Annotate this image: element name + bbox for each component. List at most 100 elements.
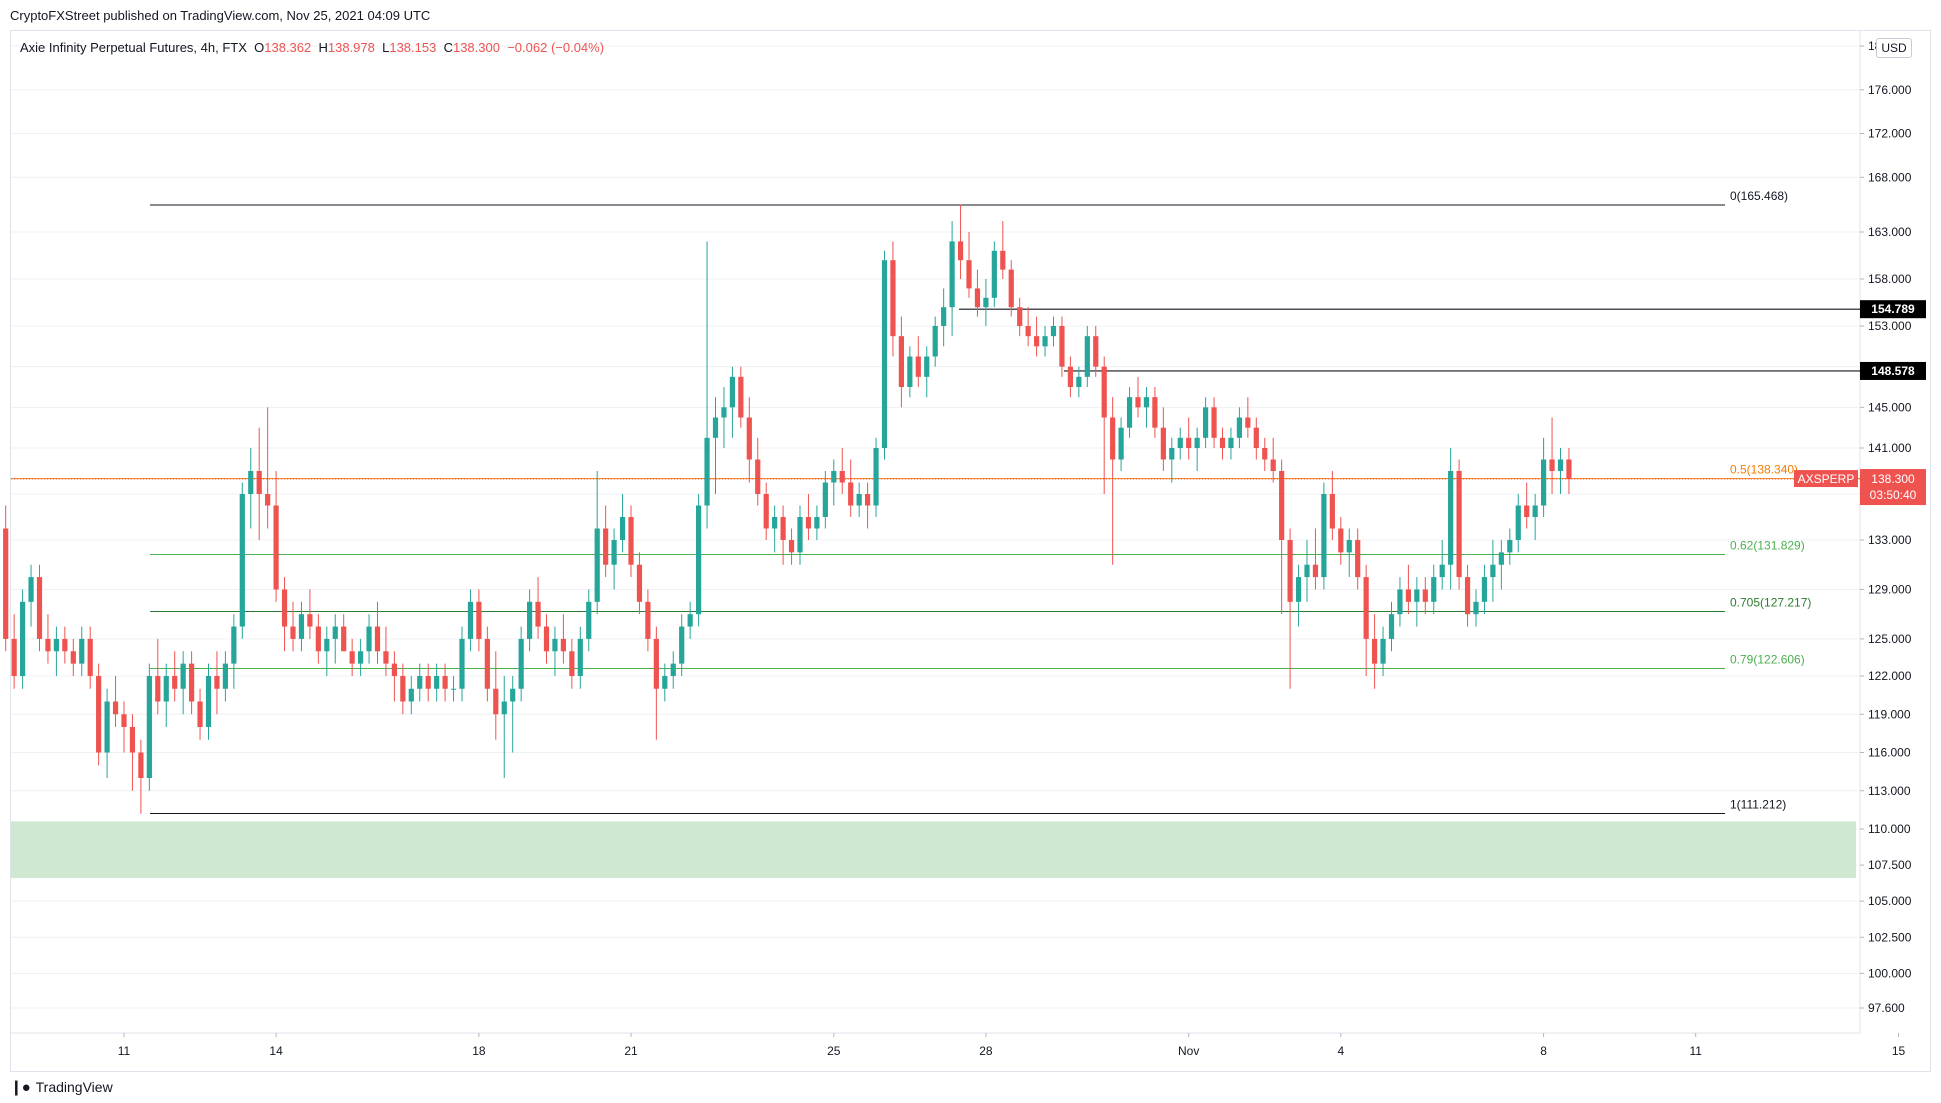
candle-body [704, 437, 710, 506]
candle-body [586, 601, 592, 639]
candle-body [1439, 564, 1445, 578]
candle-body [1084, 336, 1090, 377]
candle-body [839, 471, 845, 483]
candle-body [425, 676, 431, 689]
candle-body [814, 517, 820, 529]
candle-body [746, 417, 752, 460]
candle-body [1498, 552, 1504, 565]
candle-body [552, 638, 558, 652]
candle-body [62, 638, 68, 652]
current-price-text: 138.300 [1871, 472, 1915, 486]
candle-body [619, 517, 626, 540]
candle-body [974, 288, 981, 308]
tradingview-brand: TradingView [35, 1079, 113, 1095]
x-axis: 111418212528Nov48111518222528Dec [118, 1033, 1905, 1058]
candle-body [493, 688, 499, 715]
candle-body [87, 638, 93, 676]
candle-body [442, 676, 448, 689]
candle-body [983, 297, 989, 308]
legend-change: −0.062 (−0.04%) [507, 40, 605, 55]
candle-body [603, 528, 609, 565]
candle-body [11, 638, 17, 676]
legend-high-value: 138.978 [327, 40, 375, 55]
y-tick-label: 97.600 [1868, 1001, 1905, 1015]
x-tick-label: 11 [118, 1044, 131, 1058]
x-tick-label: 8 [1540, 1044, 1547, 1058]
x-tick-label: 18 [472, 1044, 486, 1058]
candle-body [434, 676, 440, 689]
candle-body [112, 701, 119, 715]
y-tick-label: 172.000 [1868, 127, 1912, 141]
y-tick-label: 119.000 [1868, 707, 1911, 721]
candle-body [1110, 417, 1116, 460]
price-tags: 154.789 148.578 AXSPERP 138.300 03:50:40 [1794, 300, 1926, 506]
candle-body [907, 356, 913, 387]
symbol-tag [1794, 470, 1858, 488]
demand-zone-rect [11, 821, 1856, 879]
candle-body [1414, 589, 1420, 602]
candle-body [560, 638, 566, 652]
x-tick-label: 21 [624, 1044, 638, 1058]
candle-body [1524, 505, 1530, 517]
candle-body [1464, 577, 1471, 615]
tradingview-logo[interactable]: ❙● TradingView [10, 1078, 113, 1096]
candle-body [45, 638, 51, 652]
candle-body [780, 517, 786, 540]
candle-body [865, 494, 871, 506]
level-price-tag-text: 148.578 [1871, 364, 1915, 378]
candle-body [307, 614, 313, 627]
candle-body [104, 701, 110, 753]
fib-level-label: 0.5(138.340) [1730, 463, 1798, 477]
candle-body [214, 676, 220, 689]
candle-body [670, 663, 676, 676]
candle-body [729, 376, 735, 408]
currency-selector[interactable]: USD [1876, 38, 1912, 58]
x-tick-label: 11 [1689, 1044, 1702, 1058]
x-tick-label: 14 [269, 1044, 283, 1058]
candle-body [163, 676, 169, 702]
candle-body [391, 663, 397, 676]
y-tick-label: 100.000 [1868, 966, 1912, 980]
level-price-tag [1860, 361, 1926, 380]
candle-body [138, 752, 144, 778]
candle-body [1169, 448, 1175, 460]
candle-body [1431, 577, 1437, 602]
fib-level-label: 0.62(131.829) [1730, 538, 1805, 552]
candle-body [1211, 407, 1217, 438]
candle-body [1126, 397, 1133, 428]
y-tick-label: 110.000 [1868, 822, 1911, 836]
candle-body [1566, 459, 1572, 480]
candle-body [1194, 437, 1200, 448]
candle-body [332, 626, 338, 639]
candle-body [1549, 459, 1555, 471]
candle-body [467, 601, 474, 639]
candle-body [484, 638, 490, 689]
candle-body [1338, 528, 1344, 553]
candle-body [1143, 397, 1150, 408]
candle-body [172, 676, 178, 689]
legend-high-label: H [318, 40, 328, 55]
candle-body [374, 626, 381, 652]
legend-close-value: 138.300 [452, 40, 500, 55]
y-tick-label: 129.000 [1868, 582, 1912, 596]
candle-body [932, 326, 938, 357]
candle-body [1397, 589, 1403, 615]
y-tick-label: 105.000 [1868, 894, 1912, 908]
y-tick-label: 158.000 [1868, 272, 1912, 286]
legend-close-label: C [443, 40, 453, 55]
candle-body [577, 638, 583, 676]
candle-body [3, 528, 9, 639]
candle-body [476, 601, 482, 639]
candle-body [121, 714, 127, 727]
candle-body [1388, 614, 1395, 639]
candle-body [248, 471, 254, 494]
candle-body [822, 482, 828, 517]
candle-body [1541, 459, 1547, 506]
candle-body [1160, 427, 1166, 460]
x-tick-label: 28 [979, 1044, 993, 1058]
candle-body [755, 459, 761, 494]
candle-body [662, 676, 668, 689]
candle-body [315, 626, 321, 652]
candle-body [594, 528, 600, 602]
